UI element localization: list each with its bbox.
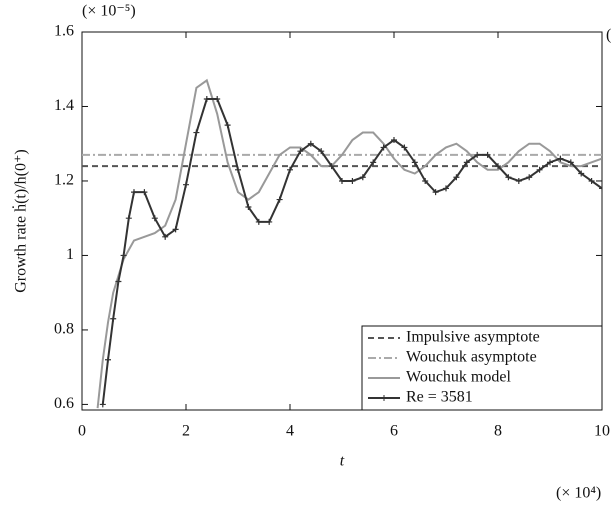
y-tick-label: 1.2 [54, 172, 74, 189]
point-marker [557, 155, 564, 162]
point-marker [255, 218, 262, 225]
point-marker [151, 215, 158, 222]
x-tick-label: 6 [390, 423, 398, 440]
plot-area [82, 78, 602, 409]
point-marker [401, 144, 408, 151]
point-marker [110, 315, 117, 322]
x-tick-label: 4 [286, 423, 294, 440]
legend-marker [381, 395, 387, 401]
point-marker [432, 189, 439, 196]
point-marker [391, 137, 397, 143]
point-marker [599, 185, 602, 192]
point-marker [495, 163, 501, 170]
point-marker [193, 129, 200, 136]
series-line [96, 78, 602, 409]
point-marker [578, 170, 585, 177]
point-marker [505, 174, 512, 181]
plot-frame [81, 31, 603, 411]
panel-label: ( [606, 27, 611, 44]
x-tick-label: 2 [182, 423, 190, 440]
point-marker [370, 159, 377, 166]
point-marker [125, 215, 132, 222]
point-marker [172, 226, 179, 233]
y-tick-label: 0.6 [54, 395, 74, 412]
point-marker [515, 177, 522, 184]
point-marker [453, 174, 460, 181]
point-marker [339, 177, 345, 184]
legend-box [361, 325, 603, 411]
y-tick-label: 1.6 [54, 23, 74, 40]
point-marker [99, 401, 106, 408]
legend-label: Wouchuk model [406, 369, 511, 386]
point-marker [422, 177, 429, 184]
point-marker [318, 148, 325, 155]
point-marker [588, 177, 595, 184]
point-marker [105, 356, 111, 363]
point-marker [214, 96, 221, 103]
point-marker [463, 159, 470, 166]
point-marker [411, 159, 418, 166]
point-marker [266, 218, 273, 225]
point-marker [380, 144, 387, 151]
point-marker [141, 189, 148, 196]
x-scale-label: (× 10⁴) [556, 485, 601, 502]
point-marker [328, 163, 335, 170]
point-marker [567, 159, 574, 166]
point-marker [245, 204, 252, 211]
legend-label: Re = 3581 [406, 389, 473, 406]
y-tick-label: 1.4 [54, 97, 74, 114]
point-marker [224, 122, 231, 129]
series-line [101, 98, 602, 405]
point-marker [484, 151, 491, 158]
point-marker [131, 189, 137, 196]
point-marker [203, 96, 210, 103]
point-marker [287, 166, 293, 173]
point-marker [307, 140, 314, 147]
point-marker [474, 151, 481, 158]
y-scale-label: (× 10⁻⁵) [82, 3, 136, 20]
x-tick-label: 0 [78, 423, 86, 440]
legend-label: Impulsive asymptote [406, 329, 540, 346]
point-marker [359, 174, 366, 181]
point-marker [162, 233, 169, 240]
y-tick-label: 0.8 [54, 321, 74, 338]
point-marker [183, 181, 189, 188]
point-marker [120, 252, 127, 259]
point-marker [547, 159, 553, 166]
y-label: Growth rate ḣ(t)/h(0⁺) [12, 149, 30, 293]
y-tick-label: 1 [66, 246, 74, 263]
point-marker [115, 278, 122, 285]
point-marker [349, 177, 356, 184]
point-marker [526, 174, 533, 181]
point-marker [443, 185, 449, 192]
point-marker [276, 196, 283, 203]
x-tick-label: 10 [594, 423, 610, 440]
point-marker [297, 148, 304, 155]
legend-label: Wouchuk asymptote [406, 349, 537, 366]
point-marker [536, 166, 543, 173]
point-marker [235, 166, 241, 173]
x-tick-label: 8 [494, 423, 502, 440]
x-label: t [340, 453, 345, 470]
